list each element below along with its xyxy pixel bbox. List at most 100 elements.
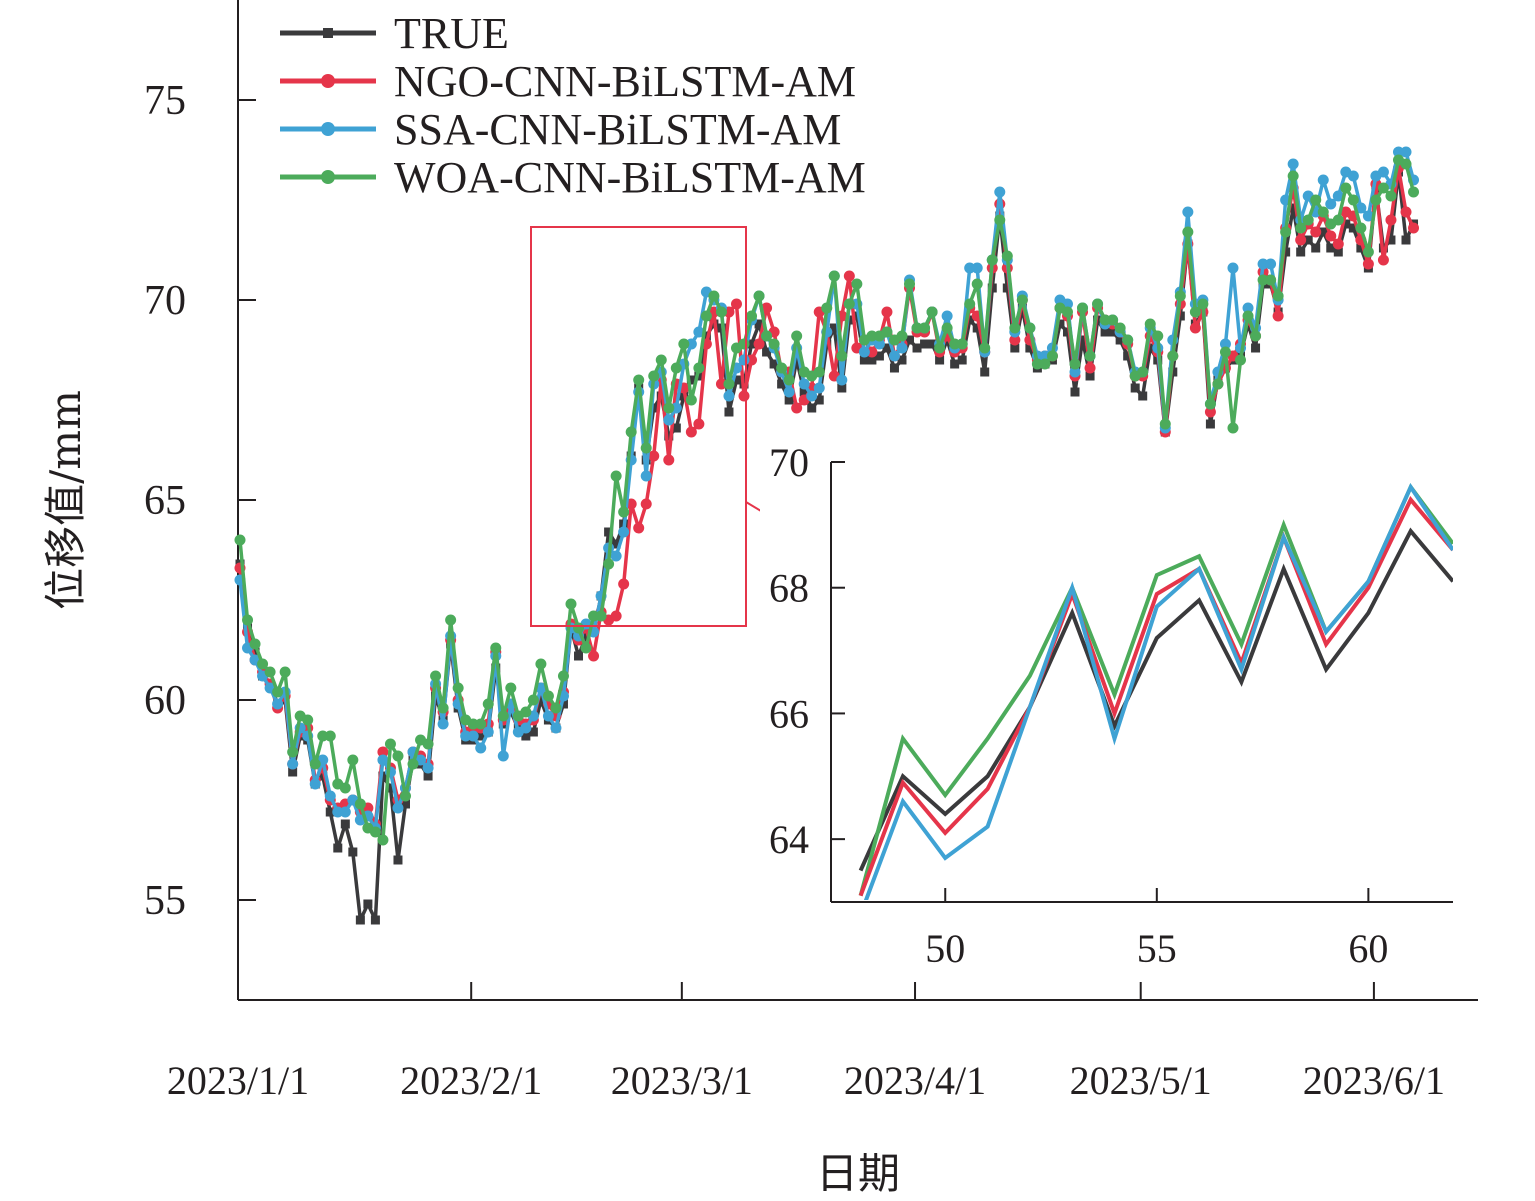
data-point	[685, 394, 697, 406]
legend-item-woa-cnn-bilstm-am: WOA-CNN-BiLSTM-AM	[280, 153, 866, 202]
data-point	[980, 367, 990, 377]
data-point	[753, 338, 765, 350]
data-point	[588, 650, 600, 662]
data-point	[1085, 371, 1095, 381]
data-point	[1296, 247, 1306, 257]
data-point	[905, 335, 915, 345]
y-tick-label: 70	[144, 278, 186, 324]
data-point	[1355, 202, 1367, 214]
data-point	[761, 330, 773, 342]
data-point	[888, 350, 900, 362]
data-point	[475, 718, 487, 730]
data-point	[678, 338, 690, 350]
data-point	[1077, 302, 1089, 314]
data-point	[1302, 214, 1314, 226]
data-point	[1392, 146, 1404, 158]
data-point	[324, 730, 336, 742]
data-point	[882, 343, 892, 353]
data-point	[339, 806, 351, 818]
data-point	[1332, 238, 1344, 250]
data-point	[828, 270, 840, 282]
data-point	[649, 403, 659, 413]
data-point	[1281, 247, 1291, 257]
data-point	[460, 730, 472, 742]
data-point	[1347, 170, 1359, 182]
data-point	[858, 346, 870, 358]
inset-x-tick-label: 60	[1348, 926, 1388, 971]
data-point	[1182, 226, 1194, 238]
data-point	[664, 431, 674, 441]
data-point	[287, 758, 299, 770]
data-point	[972, 323, 982, 333]
data-point	[867, 355, 877, 365]
data-point	[769, 359, 779, 369]
data-point	[588, 610, 600, 622]
data-point	[874, 351, 884, 361]
inset-series-group	[858, 482, 1453, 900]
inset-y-tick-label: 70	[769, 440, 809, 485]
data-point	[610, 610, 622, 622]
legend-marker	[321, 170, 335, 184]
data-point	[573, 622, 585, 634]
data-point	[1235, 354, 1247, 366]
data-point	[467, 730, 479, 742]
legend: TRUENGO-CNN-BiLSTM-AMSSA-CNN-BiLSTM-AMWO…	[280, 9, 866, 202]
data-point	[715, 378, 727, 390]
data-point	[1137, 366, 1149, 378]
data-point	[1189, 306, 1201, 318]
data-point	[1227, 262, 1239, 274]
y-axis-title: 位移值/mm	[41, 390, 90, 610]
data-point	[1039, 358, 1051, 370]
data-point	[475, 742, 487, 754]
data-point	[1016, 294, 1028, 306]
data-point	[1332, 190, 1344, 202]
data-point	[288, 767, 298, 777]
data-point	[1159, 418, 1171, 430]
data-point	[1400, 158, 1412, 170]
data-point	[1069, 366, 1081, 378]
data-point	[738, 390, 750, 402]
legend-item-ssa-cnn-bilstm-am: SSA-CNN-BiLSTM-AM	[280, 105, 841, 154]
data-point	[535, 658, 547, 670]
data-point	[964, 298, 976, 310]
data-point	[618, 506, 630, 518]
data-point	[971, 278, 983, 290]
data-point	[1024, 322, 1036, 334]
data-point	[1355, 222, 1367, 234]
data-point	[1400, 206, 1412, 218]
data-point	[873, 338, 885, 350]
data-point	[1009, 334, 1021, 346]
data-point	[1130, 383, 1140, 393]
data-point	[610, 550, 622, 562]
data-point	[279, 666, 291, 678]
data-point	[927, 339, 937, 349]
data-point	[1100, 327, 1110, 337]
data-point	[715, 306, 727, 318]
zoom-region-box	[530, 226, 747, 627]
legend-label: SSA-CNN-BiLSTM-AM	[394, 105, 841, 154]
data-point	[1174, 290, 1186, 302]
data-point	[542, 690, 554, 702]
data-point	[738, 354, 750, 366]
data-point	[791, 402, 803, 414]
data-point	[919, 322, 931, 334]
inset-y-tick-label: 68	[769, 566, 809, 611]
data-point	[754, 319, 764, 329]
data-point	[272, 698, 284, 710]
data-point	[1167, 350, 1179, 362]
data-point	[986, 254, 998, 266]
legend-marker	[321, 122, 335, 136]
data-point	[1257, 274, 1269, 286]
data-point	[347, 754, 359, 766]
data-point	[610, 470, 622, 482]
data-point	[762, 347, 772, 357]
data-point	[701, 331, 711, 341]
data-point	[1078, 335, 1088, 345]
data-point	[1265, 258, 1277, 270]
data-point	[1107, 314, 1119, 326]
data-point	[558, 699, 568, 709]
data-point	[949, 338, 961, 350]
data-point	[1295, 234, 1307, 246]
data-point	[1377, 166, 1389, 178]
data-point	[971, 262, 983, 274]
